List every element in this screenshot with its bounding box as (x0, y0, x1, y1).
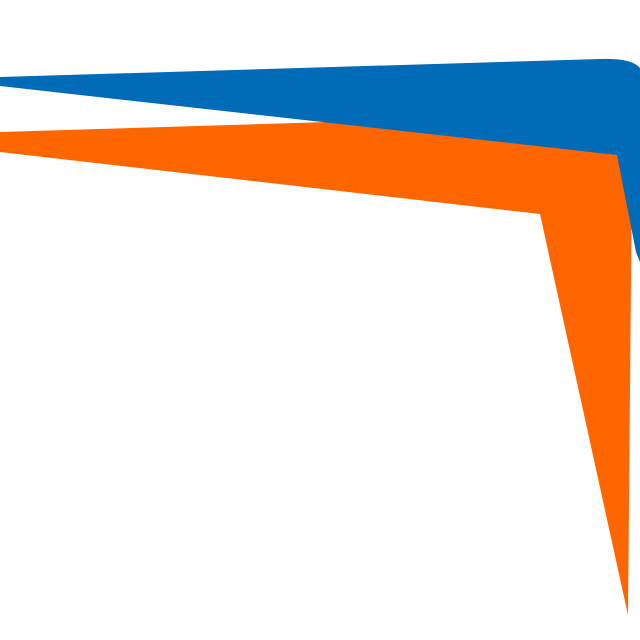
orange-shape (0, 114, 632, 615)
blue-shape (0, 58, 640, 263)
